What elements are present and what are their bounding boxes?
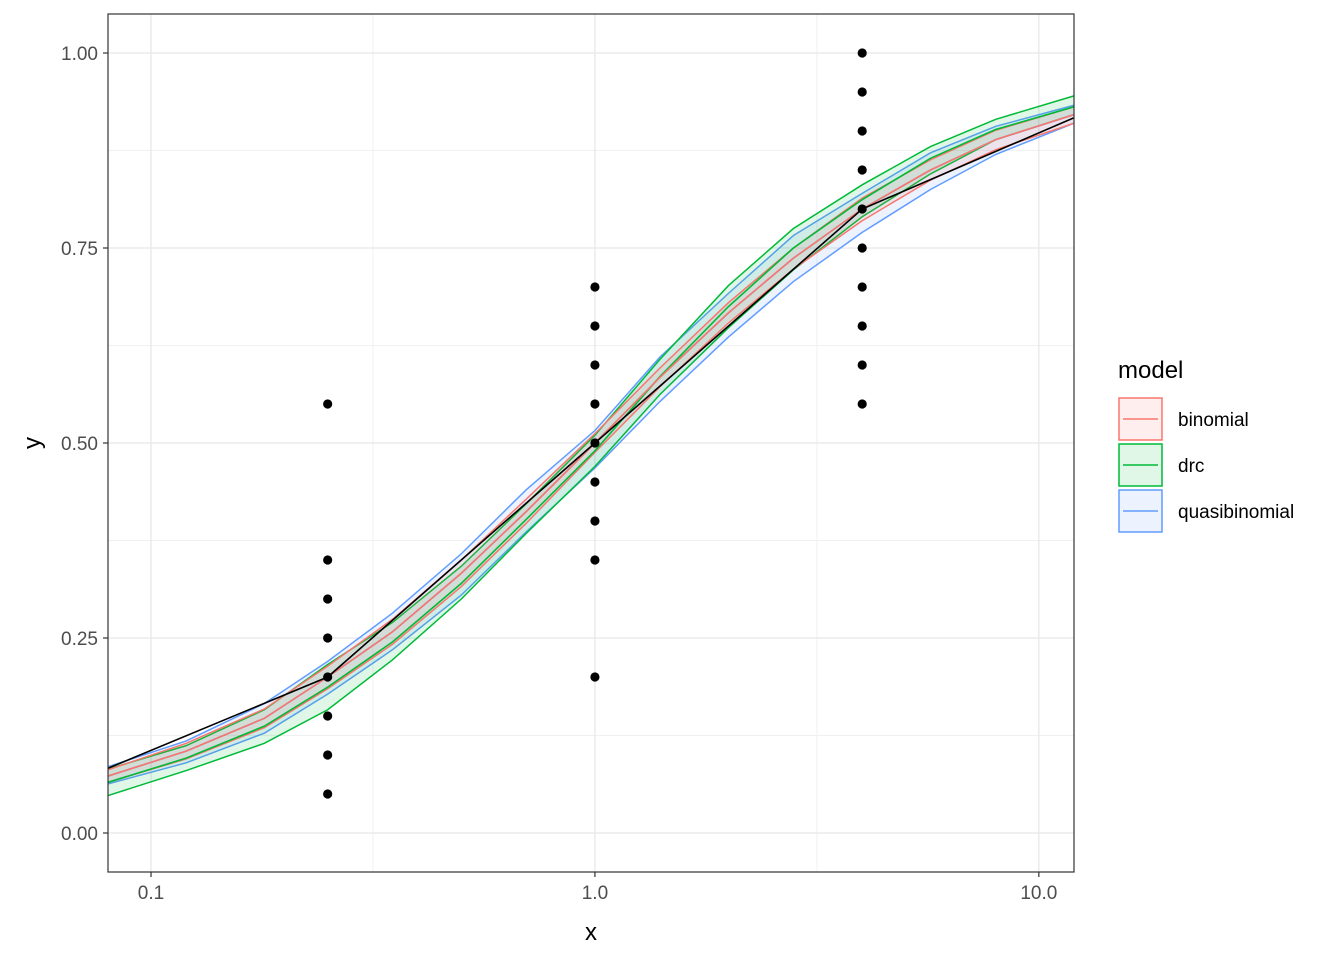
ribbon-lower-binomial (107, 122, 1075, 784)
data-point (590, 672, 600, 682)
data-point (323, 711, 333, 721)
data-points (323, 48, 867, 799)
data-point (323, 399, 333, 409)
legend-title: model (1118, 357, 1183, 384)
x-tick-label: 0.1 (138, 883, 164, 904)
legend-label-binomial: binomial (1178, 410, 1249, 431)
ribbon-lower-quasibinomial (107, 122, 1075, 785)
data-point (857, 204, 867, 214)
fit-line-drc (107, 106, 1075, 784)
data-point (323, 633, 333, 643)
y-tick-label: 0.75 (61, 239, 98, 260)
x-axis-title: x (585, 919, 597, 946)
data-point (857, 87, 867, 97)
legend-item-quasibinomial: quasibinomial (1118, 489, 1294, 533)
data-point (590, 477, 600, 487)
grid-major (108, 14, 1074, 872)
data-point (323, 750, 333, 760)
legend-entries: binomial drc quasibinomial (1118, 397, 1294, 533)
data-point (590, 360, 600, 370)
data-point (590, 321, 600, 331)
data-point (323, 789, 333, 799)
data-point (590, 282, 600, 292)
x-tick-label: 10.0 (1020, 883, 1057, 904)
legend-item-drc: drc (1118, 443, 1204, 487)
y-tick-label: 0.50 (61, 434, 98, 455)
data-point (323, 672, 333, 682)
legend-label-drc: drc (1178, 456, 1204, 477)
data-point (857, 48, 867, 58)
data-point (857, 243, 867, 253)
data-point (857, 321, 867, 331)
data-point (857, 360, 867, 370)
data-point (590, 399, 600, 409)
legend: model binomial drc quasibinomial (1118, 357, 1294, 533)
y-axis-title: y (19, 437, 46, 449)
x-tick-label: 1.0 (582, 883, 608, 904)
ribbon-upper-quasibinomial (107, 104, 1075, 768)
data-point (590, 555, 600, 565)
legend-label-quasibinomial: quasibinomial (1178, 502, 1294, 523)
data-point (857, 165, 867, 175)
y-tick-label: 0.25 (61, 629, 98, 650)
y-axis: 0.00 0.25 0.50 0.75 1.00 (61, 44, 108, 845)
legend-item-binomial: binomial (1118, 397, 1249, 441)
data-point (590, 516, 600, 526)
data-point (590, 438, 600, 448)
data-point (857, 282, 867, 292)
y-tick-label: 0.00 (61, 824, 98, 845)
ribbon-lower-drc (107, 113, 1075, 797)
x-axis: 0.1 1.0 10.0 (138, 872, 1057, 904)
data-point (857, 399, 867, 409)
data-point (323, 555, 333, 565)
data-point (323, 594, 333, 604)
data-point (857, 126, 867, 136)
y-tick-label: 1.00 (61, 44, 98, 65)
